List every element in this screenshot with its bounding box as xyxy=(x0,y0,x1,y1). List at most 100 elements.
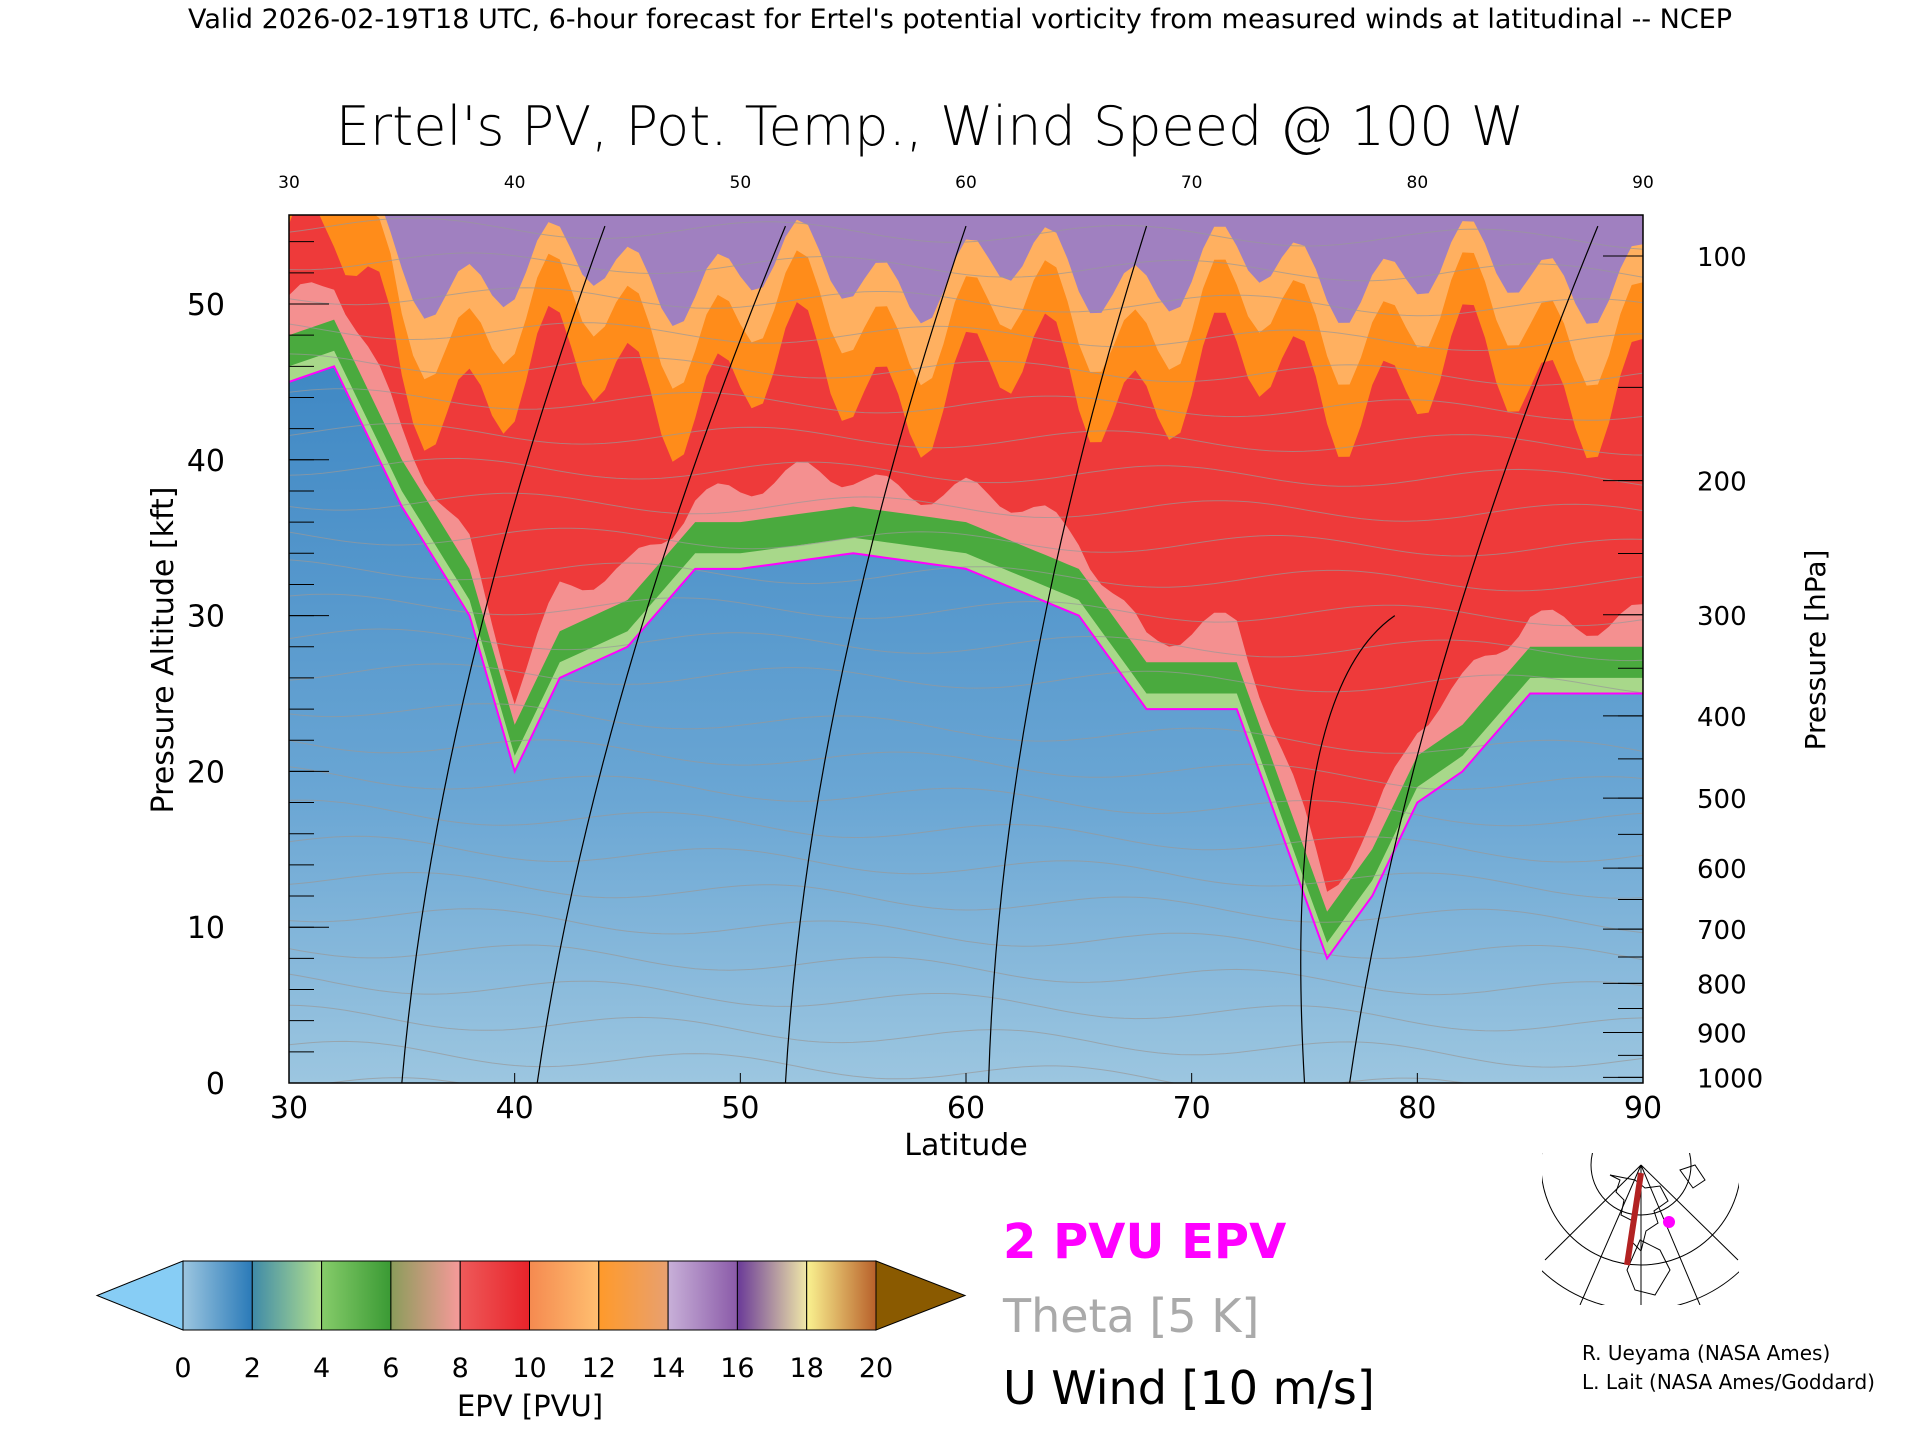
x-axis-label: Latitude xyxy=(904,1128,1027,1163)
cross-section-track xyxy=(1624,1172,1644,1266)
colorbar-tick-label: 20 xyxy=(859,1353,893,1384)
theta-contour xyxy=(289,217,1643,250)
colorbar-segment xyxy=(806,1260,877,1331)
y-tick-label: 0 xyxy=(206,1067,225,1102)
x-tick-label: 80 xyxy=(1398,1091,1436,1126)
location-marker xyxy=(1663,1216,1675,1228)
wind-contour xyxy=(1349,225,1599,1083)
wind-contour xyxy=(1300,615,1396,1083)
theta-contour xyxy=(289,457,1643,487)
x-tick-label: 60 xyxy=(947,1091,985,1126)
theta-contour xyxy=(289,322,1643,352)
theta-contour xyxy=(289,835,1643,899)
colorbar-segment xyxy=(321,1260,392,1331)
theta-contour xyxy=(289,252,1643,282)
pressure-tick-label: 700 xyxy=(1697,916,1747,946)
x-tick-label: 30 xyxy=(270,1091,308,1126)
wind-contour xyxy=(784,225,967,1083)
pressure-tick-label: 1000 xyxy=(1697,1064,1763,1094)
colorbar-tick-label: 12 xyxy=(582,1353,616,1384)
pressure-tick-label: 400 xyxy=(1697,703,1747,733)
pressure-tick-label: 300 xyxy=(1697,602,1747,632)
colorbar-segment xyxy=(667,1260,738,1331)
pressure-tick-label: 900 xyxy=(1697,1019,1747,1049)
chart-title: Ertel's PV, Pot. Temp., Wind Speed @ 100… xyxy=(336,95,1524,158)
y-tick-label: 30 xyxy=(187,600,225,635)
theta-contour xyxy=(289,973,1643,1032)
y-tick-label: 40 xyxy=(187,444,225,479)
y-tick-label: 20 xyxy=(187,755,225,790)
theta-contour xyxy=(289,353,1643,386)
theta-contour xyxy=(289,628,1643,662)
colorbar-tick-label: 6 xyxy=(382,1353,399,1384)
theta-contour xyxy=(289,492,1643,522)
pressure-tick-label: 100 xyxy=(1697,243,1747,273)
top-x-tick-label: 90 xyxy=(1632,173,1654,193)
wind-contour xyxy=(987,225,1148,1083)
legend-wind: U Wind [10 m/s] xyxy=(1003,1361,1375,1415)
top-x-tick-label: 40 xyxy=(504,173,526,193)
credit-line-1: R. Ueyama (NASA Ames) xyxy=(1582,1341,1830,1365)
theta-contour xyxy=(289,593,1643,627)
theta-contour xyxy=(289,799,1643,863)
theta-contour xyxy=(289,1004,1643,1068)
pv-band-blue xyxy=(289,366,1643,1083)
y-tick-label: 10 xyxy=(187,911,225,946)
colorbar-segment xyxy=(736,1260,808,1331)
legend-pv: 2 PVU EPV xyxy=(1003,1214,1286,1270)
y2-axis-label: Pressure [hPa] xyxy=(1799,550,1832,751)
theta-contour xyxy=(289,944,1643,996)
wind-contour xyxy=(536,225,787,1083)
theta-contour xyxy=(289,703,1643,754)
x-tick-label: 50 xyxy=(721,1091,759,1126)
colorbar-segment xyxy=(390,1260,461,1331)
y-axis-label: Pressure Altitude [kft] xyxy=(146,487,181,814)
colorbar-segment xyxy=(182,1260,253,1331)
colorbar-label: EPV [PVU] xyxy=(457,1389,603,1423)
theta-contour xyxy=(289,388,1643,421)
y-tick-label: 50 xyxy=(187,288,225,323)
top-x-tick-label: 80 xyxy=(1407,173,1429,193)
theta-contour xyxy=(289,423,1643,456)
credit-line-2: L. Lait (NASA Ames/Goddard) xyxy=(1582,1370,1875,1394)
theta-contour xyxy=(289,739,1643,791)
colorbar-tick-label: 18 xyxy=(790,1353,824,1384)
colorbar-over-triangle xyxy=(875,1260,967,1331)
colorbar-segment xyxy=(598,1260,669,1331)
colorbar-segment xyxy=(251,1260,323,1331)
valid-time-line: Valid 2026-02-19T18 UTC, 6-hour forecast… xyxy=(188,4,1732,35)
legend-theta: Theta [5 K] xyxy=(1002,1289,1259,1343)
colorbar-tick-label: 10 xyxy=(512,1353,546,1384)
theta-contour xyxy=(289,663,1643,694)
top-x-tick-label: 30 xyxy=(278,173,300,193)
colorbar-tick-label: 14 xyxy=(651,1353,685,1384)
colorbar-under-triangle xyxy=(95,1260,184,1331)
theta-contour xyxy=(289,871,1643,934)
colorbar: 0 2 4 6 8 10 12 14 16 18 20 xyxy=(95,1260,967,1384)
pressure-tick-label: 800 xyxy=(1697,970,1747,1000)
locator-map xyxy=(1542,1153,1739,1305)
colorbar-tick-label: 8 xyxy=(452,1353,469,1384)
pressure-tick-label: 600 xyxy=(1697,855,1747,885)
wind-contour xyxy=(401,225,606,1083)
colorbar-segment xyxy=(529,1260,600,1331)
x-tick-label: 70 xyxy=(1173,1091,1211,1126)
theta-contour xyxy=(289,287,1643,317)
x-tick-label: 90 xyxy=(1624,1091,1662,1126)
colorbar-tick-label: 16 xyxy=(720,1353,754,1384)
x-tick-label: 40 xyxy=(496,1091,534,1126)
theta-contour xyxy=(289,766,1643,827)
pressure-tick-label: 500 xyxy=(1697,785,1747,815)
theta-contour xyxy=(289,908,1643,961)
colorbar-segment xyxy=(459,1260,531,1331)
colorbar-tick-label: 0 xyxy=(174,1353,191,1384)
top-x-tick-label: 70 xyxy=(1181,173,1203,193)
theta-contour xyxy=(289,559,1643,592)
theta-contour xyxy=(289,527,1643,557)
pressure-tick-label: 200 xyxy=(1697,468,1747,498)
top-x-tick-label: 60 xyxy=(955,173,977,193)
colorbar-tick-label: 4 xyxy=(313,1353,330,1384)
pv-2pvu-contour xyxy=(289,365,1643,961)
